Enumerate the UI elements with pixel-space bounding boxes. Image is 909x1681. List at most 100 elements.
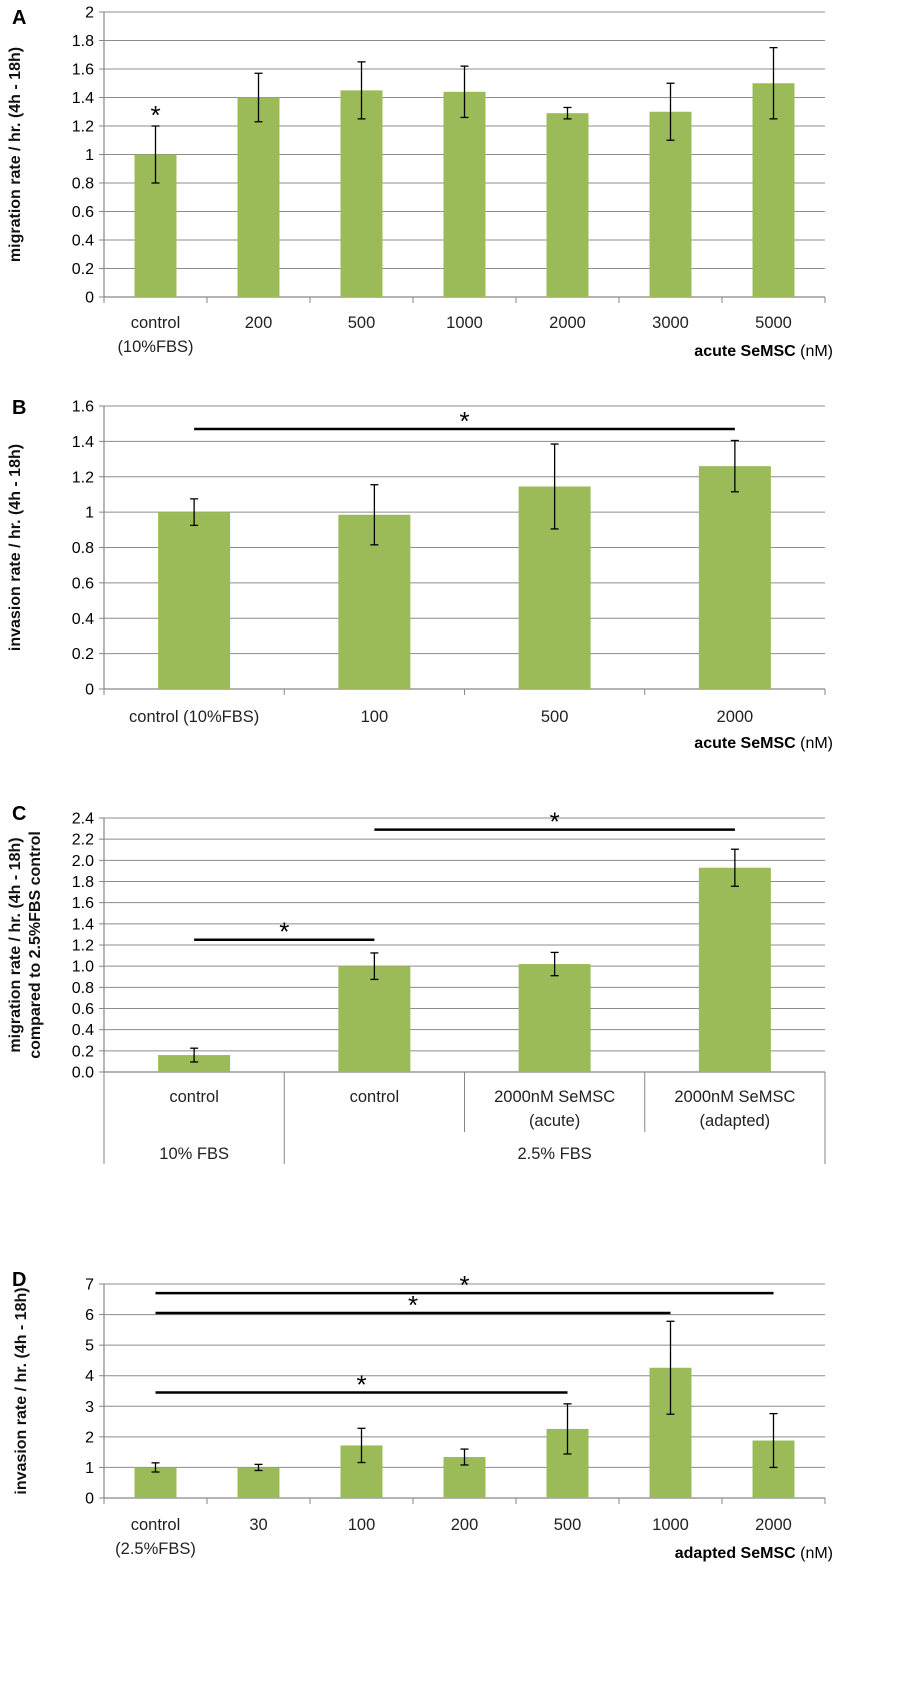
- panel-a-ylabel: migration rate / hr. (4h - 18h): [7, 47, 24, 262]
- panel-a-label: A: [12, 7, 26, 29]
- panel-c-category-label: control: [169, 1088, 219, 1106]
- panel-b-svg: 0 0.2 0.4 0.6 0.8 1 1.2 1.4 1.6 control (10%FBS) 1…: [7, 397, 833, 752]
- panel-a-category-label: 500: [348, 314, 376, 332]
- panel-c-ytick-label: 1.0: [72, 959, 94, 976]
- panel-c-ytick-label: 0.2: [72, 1043, 94, 1060]
- panel-d-category-label: (2.5%FBS): [115, 1540, 196, 1558]
- panel-c-bar: [518, 964, 591, 1072]
- panel-a-ytick-label: 0.2: [72, 261, 94, 278]
- panel-b-xlabel-unit: (nM): [796, 735, 833, 752]
- panel-a-category-label: 200: [245, 314, 273, 332]
- panel-a-xlabel-unit: (nM): [796, 343, 833, 360]
- panel-c-significance-star: *: [550, 807, 560, 837]
- panel-d-svg: 0 1 2 3 4 5 6 7 control (2.5%FBS) 30 100 200 500 1000 2…: [12, 1269, 833, 1562]
- panel-c-svg: 0.0 0.2 0.4 0.6 0.8 1.0 1.2 1.4 1.6 1.8 2.0 2.2 2.4 1…: [7, 803, 826, 1164]
- panel-b-xlabel-bold: acute SeMSC: [694, 735, 796, 752]
- panel-b-ylabel: invasion rate / hr. (4h - 18h): [7, 444, 24, 651]
- panel-a-ytick-label: 1: [85, 147, 94, 164]
- panel-c-ytick-label: 0.4: [72, 1022, 94, 1039]
- panel-c-ytick-label: 0.0: [72, 1065, 94, 1082]
- panel-b-ytick-label: 1.4: [72, 434, 94, 451]
- panel-c-ytick-label: 2.0: [72, 853, 94, 870]
- panel-d-ytick-label: 5: [85, 1338, 94, 1355]
- panel-b-ytick-label: 0.6: [72, 575, 94, 592]
- panel-d-label: D: [12, 1269, 26, 1291]
- panel-a-ytick-label: 0.8: [72, 176, 94, 193]
- panel-c-ytick-label: 1.2: [72, 938, 94, 955]
- panel-d-category-label: control: [131, 1516, 181, 1534]
- panel-c-ytick-label: 0.8: [72, 980, 94, 997]
- panel-b-significance-star: *: [459, 406, 469, 436]
- panel-d-xlabel-bold: adapted SeMSC: [675, 1545, 796, 1562]
- panel-c-ytick-label: 0.6: [72, 1001, 94, 1018]
- panel-b-ytick-label: 1.2: [72, 469, 94, 486]
- panel-d-ytick-label: 0: [85, 1491, 94, 1508]
- panel-b-label: B: [12, 397, 26, 419]
- panel-b-bar: [698, 466, 771, 689]
- panel-b-category-label: 100: [361, 708, 389, 726]
- panel-a-bar: [546, 113, 589, 297]
- panel-a-ytick-label: 0: [85, 290, 94, 307]
- panel-d-category-label: 500: [554, 1516, 582, 1534]
- panel-c-bar: [158, 1055, 231, 1072]
- panel-d-significance-star: *: [356, 1370, 366, 1400]
- panel-a-bar: [340, 90, 383, 297]
- panel-c-category-label: control: [350, 1088, 400, 1106]
- panel-a-svg: 0 0.2 0.4 0.6 0.8 1 1.2 1.4 1.6 1.8 2 control (10%FB…: [7, 5, 833, 361]
- panel-c-category-label: 2000nM SeMSC: [494, 1088, 615, 1106]
- panel-a-ytick-label: 0.4: [72, 233, 94, 250]
- panel-a-category-label: 3000: [652, 314, 689, 332]
- panel-a-ytick-label: 1.4: [72, 90, 94, 107]
- panel-c-category-label: 2000nM SeMSC: [674, 1088, 795, 1106]
- panel-c-ytick-label: 2.4: [72, 811, 94, 828]
- panel-b-category-label: 2000: [717, 708, 754, 726]
- panel-b-ytick-label: 1.6: [72, 399, 94, 416]
- panel-c-ylabel: compared to 2.5%FBS control: [27, 831, 44, 1059]
- panel-d-category-label: 2000: [755, 1516, 792, 1534]
- panel-c-group-label: 10% FBS: [159, 1145, 229, 1163]
- panel-c-bar: [698, 867, 771, 1072]
- panel-a-significance-star: *: [150, 100, 160, 130]
- panel-c-migration-compared-chart: 0.0 0.2 0.4 0.6 0.8 1.0 1.2 1.4 1.6 1.8 2.0 2.2 2.4 1…: [0, 803, 909, 1270]
- panel-c-ytick-label: 1.8: [72, 874, 94, 891]
- panel-d-xlabel-unit: (nM): [796, 1545, 833, 1562]
- panel-b-ytick-label: 0.8: [72, 540, 94, 557]
- panel-a-category-label: 1000: [446, 314, 483, 332]
- panel-b-bar: [158, 512, 231, 689]
- panel-b-xlabel: acute SeMSC (nM): [694, 735, 833, 752]
- panel-d-ylabel: invasion rate / hr. (4h - 18h): [13, 1287, 30, 1494]
- panel-c-group-label: 2.5% FBS: [517, 1145, 591, 1163]
- panel-b-category-label: 500: [541, 708, 569, 726]
- panel-a-ytick-label: 0.6: [72, 204, 94, 221]
- panel-d-significance-star: *: [459, 1270, 469, 1300]
- panel-b-ytick-label: 0.2: [72, 646, 94, 663]
- panel-a-migration-chart: 0 0.2 0.4 0.6 0.8 1 1.2 1.4 1.6 1.8 2 control (10%FB…: [0, 0, 909, 394]
- panel-d-ytick-label: 7: [85, 1277, 94, 1294]
- panel-a-ytick-label: 1.2: [72, 119, 94, 136]
- panel-d-ytick-label: 3: [85, 1399, 94, 1416]
- panel-a-category-label: control: [131, 314, 181, 332]
- panel-d-category-label: 30: [249, 1516, 267, 1534]
- panel-a-ytick-label: 2: [85, 5, 94, 22]
- panel-d-category-label: 100: [348, 1516, 376, 1534]
- panel-a-xlabel-bold: acute SeMSC: [694, 343, 796, 360]
- panel-a-bar: [443, 91, 486, 297]
- panel-c-category-label: (acute): [529, 1112, 580, 1130]
- panel-b-category-label: control (10%FBS): [129, 708, 259, 726]
- panel-a-bar: [237, 97, 280, 297]
- panel-d-bar: [237, 1467, 280, 1498]
- panel-b-ytick-label: 0: [85, 682, 94, 699]
- panel-c-category-label: (adapted): [700, 1112, 771, 1130]
- panel-d-invasion-adapted-chart: 0 1 2 3 4 5 6 7 control (2.5%FBS) 30 100 200 500 1000 2…: [0, 1269, 909, 1681]
- panel-c-bar: [338, 966, 411, 1072]
- panel-a-ytick-label: 1.8: [72, 33, 94, 50]
- panel-d-ytick-label: 6: [85, 1307, 94, 1324]
- panel-d-significance-star: *: [408, 1290, 418, 1320]
- panel-a-category-label: 2000: [549, 314, 586, 332]
- panel-d-category-label: 200: [451, 1516, 479, 1534]
- panel-b-invasion-chart: 0 0.2 0.4 0.6 0.8 1 1.2 1.4 1.6 control (10%FBS) 1…: [0, 394, 909, 804]
- panel-c-label: C: [12, 803, 26, 825]
- panel-c-ytick-label: 2.2: [72, 832, 94, 849]
- panel-a-bar: [649, 111, 692, 297]
- panel-a-category-label: 5000: [755, 314, 792, 332]
